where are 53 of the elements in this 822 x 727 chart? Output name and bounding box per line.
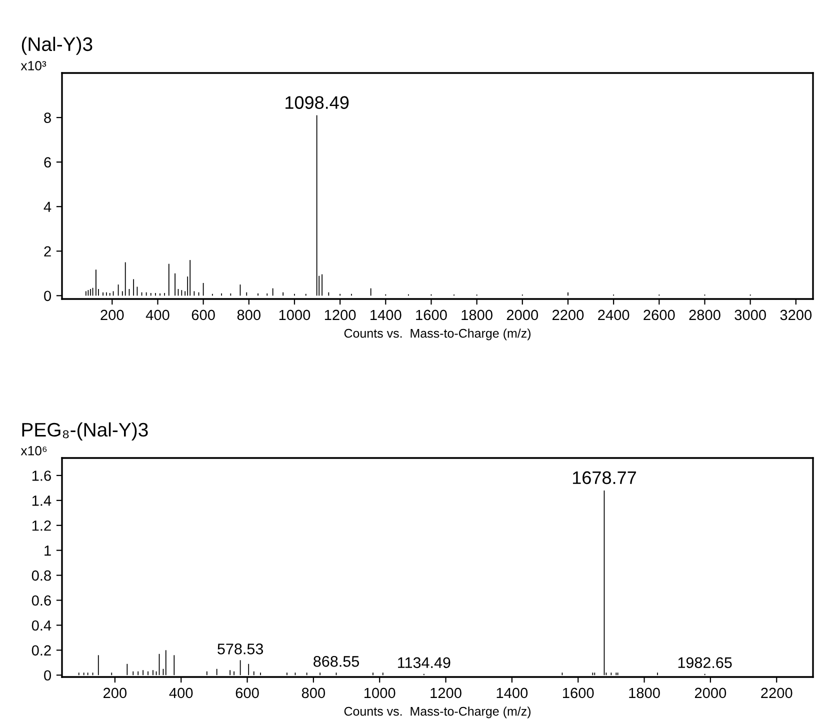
y-tick-label: 1 bbox=[44, 546, 51, 556]
x-tick-label: 2000 bbox=[694, 688, 726, 698]
y-tick-label: 1.2 bbox=[32, 520, 51, 531]
y-axis-title: x10⁶ bbox=[20, 446, 47, 456]
x-tick-label: 1600 bbox=[416, 310, 447, 320]
x-tick-label: 400 bbox=[169, 688, 193, 698]
x-tick-label: 1200 bbox=[324, 310, 356, 320]
annotation: 1134.49 bbox=[398, 657, 450, 668]
annotation: 1982.65 bbox=[678, 657, 732, 668]
x-tick-label: 2600 bbox=[644, 310, 675, 320]
x-tick-label: 1000 bbox=[279, 310, 310, 320]
annotation: 578.53 bbox=[218, 644, 264, 654]
x-tick-label: 1200 bbox=[430, 688, 462, 698]
x-tick-label: 1400 bbox=[496, 688, 528, 698]
annotation: 1098.49 bbox=[286, 96, 349, 109]
y-tick-label: 0.4 bbox=[32, 620, 52, 631]
x-tick-label: 3000 bbox=[734, 310, 766, 320]
x-tick-label: 3200 bbox=[780, 310, 812, 320]
x-tick-label: 2000 bbox=[506, 310, 538, 320]
y-tick-label: 0 bbox=[44, 670, 52, 681]
y-tick-label: 4 bbox=[44, 202, 52, 212]
x-tick-label: 200 bbox=[100, 310, 124, 320]
x-tick-label: 2400 bbox=[598, 310, 630, 320]
y-tick-label: 0 bbox=[44, 290, 52, 302]
annotation: 868.55 bbox=[314, 656, 359, 667]
x-tick-label: 400 bbox=[146, 310, 170, 320]
y-tick-label: 1.6 bbox=[32, 470, 51, 481]
x-tick-label: 1800 bbox=[629, 688, 660, 698]
x-tick-label: 2800 bbox=[689, 310, 720, 320]
x-tick-label: 1400 bbox=[370, 310, 402, 320]
x-tick-label: 1800 bbox=[462, 310, 492, 320]
x-tick-label: 1000 bbox=[364, 688, 396, 698]
x-tick-label: 600 bbox=[192, 310, 215, 320]
y-tick-label: 0.6 bbox=[32, 595, 51, 606]
annotation: 1678.77 bbox=[572, 471, 636, 484]
x-tick-label: 800 bbox=[302, 688, 326, 698]
y-tick-label: 6 bbox=[44, 157, 51, 168]
y-tick-label: 1.4 bbox=[32, 496, 52, 506]
y-tick-label: 0.2 bbox=[32, 645, 51, 656]
x-tick-label: 800 bbox=[237, 310, 260, 320]
y-tick-label: 8 bbox=[44, 112, 51, 123]
x-tick-label: 600 bbox=[236, 688, 259, 698]
x-axis-title: Counts vs. Mass-to-Charge (m/z) bbox=[344, 706, 530, 718]
x-tick-label: 2200 bbox=[552, 310, 584, 320]
x-axis-title: Counts vs. Mass-to-Charge (m/z) bbox=[344, 328, 530, 340]
y-tick-label: 0.8 bbox=[32, 570, 51, 581]
y-axis-title: x10³ bbox=[20, 61, 46, 70]
chart-title: PEG₈-(Nal-Y)3 bbox=[22, 422, 148, 440]
x-tick-label: 200 bbox=[104, 688, 127, 698]
x-tick-label: 2200 bbox=[761, 688, 792, 698]
x-tick-label: 1600 bbox=[563, 688, 594, 698]
y-tick-label: 2 bbox=[44, 246, 51, 256]
chart-title: (Nal-Y)3 bbox=[22, 36, 92, 55]
